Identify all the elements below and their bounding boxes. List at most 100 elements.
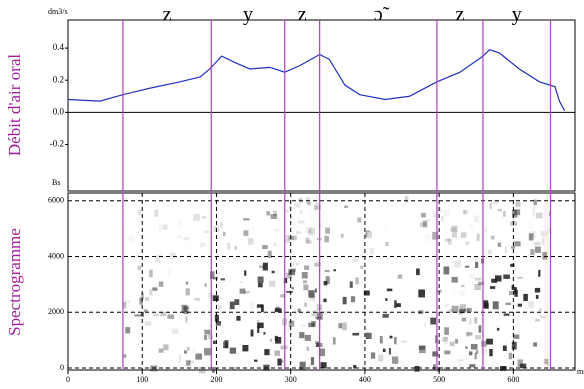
flow-panel-frame xyxy=(67,19,576,192)
x-tick-label: 200 xyxy=(210,375,222,384)
spectrogram-texture xyxy=(152,313,160,317)
spectrogram-texture xyxy=(378,354,384,362)
spectrogram-texture xyxy=(229,347,237,354)
spectrogram-texture xyxy=(491,278,498,283)
spectrogram-texture xyxy=(123,354,127,358)
spectrogram-texture xyxy=(458,360,462,366)
spectrogram-texture xyxy=(254,359,258,362)
x-tick-label: 500 xyxy=(433,375,445,384)
spectrogram-texture xyxy=(300,324,306,328)
spectrogram-texture xyxy=(421,212,426,218)
spectrogram-texture xyxy=(232,367,235,370)
spectrogram-texture xyxy=(281,360,284,363)
spectrogram-texture xyxy=(167,314,175,319)
phoneme-label: ɔ̃ xyxy=(374,4,390,26)
spectrogram-texture xyxy=(394,337,397,345)
spectrogram-texture xyxy=(286,210,289,213)
y-tick-label: 4000 xyxy=(48,251,64,260)
spectrogram-texture xyxy=(464,265,470,268)
x-tick-label: 0 xyxy=(66,375,70,384)
spectrogram-texture xyxy=(248,238,254,245)
spectrogram-texture xyxy=(306,197,310,204)
spectrogram-texture xyxy=(283,278,288,284)
spectrogram-texture xyxy=(213,276,218,280)
spectrogram-texture xyxy=(274,350,280,356)
spectrogram-texture xyxy=(267,250,272,259)
spectrogram-texture xyxy=(165,366,168,372)
spectrogram-texture xyxy=(183,236,190,241)
spectrogram-texture xyxy=(190,243,192,247)
spectrogram-texture xyxy=(305,226,313,233)
spectrogram-texture xyxy=(401,340,407,343)
spectrogram-texture xyxy=(273,210,277,217)
unit-label: dm3/s xyxy=(48,7,68,16)
spectrogram-texture xyxy=(194,297,201,301)
spectrogram-texture xyxy=(344,205,349,208)
spectrogram-texture xyxy=(204,329,211,335)
spectrogram-texture xyxy=(385,298,388,301)
spectrogram-texture xyxy=(288,320,295,327)
spectrogram-texture xyxy=(304,265,310,270)
spectrogram-texture xyxy=(341,233,344,238)
spectrogram-texture xyxy=(275,335,278,342)
spectrogram-texture xyxy=(306,346,310,352)
spectrogram-texture xyxy=(459,289,466,297)
spectrogram-texture xyxy=(541,237,545,245)
spectrogram-texture xyxy=(168,326,172,333)
spectrogram-texture xyxy=(514,241,521,247)
phoneme-label: y xyxy=(512,4,522,26)
spectrogram-texture xyxy=(234,245,237,251)
spectrogram-texture xyxy=(185,322,190,325)
spectrogram-texture xyxy=(294,203,301,208)
spectrogram-texture xyxy=(364,232,368,238)
spectrogram-texture xyxy=(227,242,231,250)
spectrogram-texture xyxy=(149,269,153,278)
spectrogram-texture xyxy=(493,199,499,205)
spectrogram-texture xyxy=(141,293,144,300)
spectrogram-texture xyxy=(365,332,372,339)
spectrogram-texture xyxy=(511,341,517,350)
spectrogram-texture xyxy=(158,281,164,287)
spectrogram-texture xyxy=(489,349,493,357)
spectrogram-texture xyxy=(508,352,513,360)
spectrogram-texture xyxy=(185,360,191,366)
spectrogram-texture xyxy=(297,216,300,219)
spectrogram-texture xyxy=(539,315,547,318)
spectrogram-texture xyxy=(207,333,213,340)
spectrogram-texture xyxy=(475,349,479,354)
spectrogram-texture xyxy=(312,309,319,312)
spectrogram-texture xyxy=(539,308,543,312)
spectrogram-texture xyxy=(332,337,336,345)
spectrogram-texture xyxy=(509,291,513,295)
spectrogram-texture xyxy=(308,228,315,236)
spectrogram-texture xyxy=(382,313,389,318)
spectrogram-texture xyxy=(444,337,448,345)
phoneme-label: z xyxy=(455,4,464,26)
spectrogram-texture xyxy=(465,241,469,245)
spectrogram-texture xyxy=(297,308,301,313)
spectrogram-texture xyxy=(444,238,451,242)
spectrogram-texture xyxy=(139,297,143,305)
spectrogram-texture xyxy=(498,311,505,315)
spectrogram-texture xyxy=(158,222,162,231)
spectrogram-texture xyxy=(338,323,343,329)
spectrogram-texture xyxy=(357,217,362,223)
spectrogram-texture xyxy=(481,340,487,347)
spectrogram-texture xyxy=(299,361,306,370)
spectrogram-texture xyxy=(195,353,202,360)
spectrogram-texture xyxy=(315,341,321,344)
spectrogram-texture xyxy=(313,205,318,211)
spectrogram-texture xyxy=(419,349,426,354)
spectrogram-texture xyxy=(179,354,182,362)
spectrogram-texture xyxy=(370,352,376,359)
phoneme-label: y xyxy=(243,4,253,26)
spectrogram-texture xyxy=(394,300,397,308)
spectrogram-texture xyxy=(177,234,182,239)
spectrogram-texture xyxy=(236,315,241,321)
spectrogram-texture xyxy=(425,234,431,241)
x-tick-label: 300 xyxy=(285,375,297,384)
spectrogram-texture xyxy=(303,284,309,291)
spectrogram-texture xyxy=(547,362,550,371)
spectrogram-texture xyxy=(376,257,382,262)
spectrogram-texture xyxy=(181,304,188,313)
